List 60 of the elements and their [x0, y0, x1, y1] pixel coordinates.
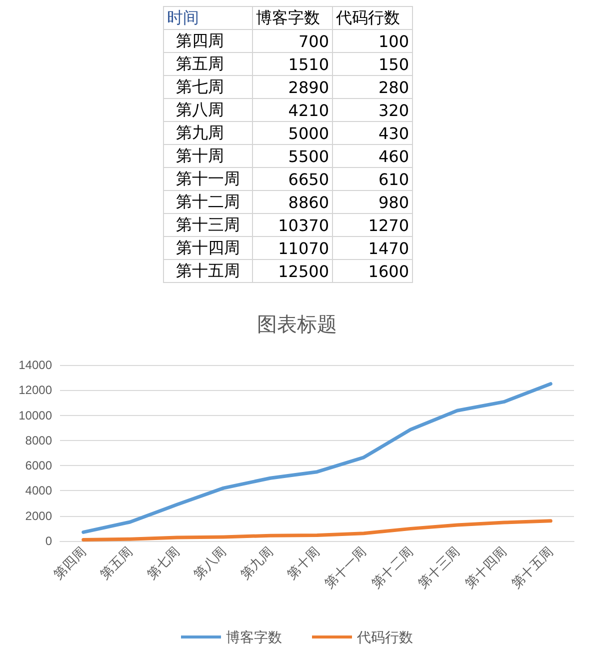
data-label: 5000	[252, 122, 332, 144]
data-label: 12500	[252, 260, 332, 282]
data-label: 10370	[252, 214, 332, 236]
data-label: 1600	[332, 260, 412, 282]
data-label: 610	[332, 168, 412, 190]
data-label: 430	[332, 122, 412, 144]
category-label: 第十五周	[164, 260, 252, 282]
data-label: 1470	[332, 236, 412, 260]
y-tick-label: 0	[45, 534, 52, 548]
category-label: 第十周	[164, 144, 252, 168]
category-label: 第十二周	[164, 190, 252, 214]
category-label: 第十四周	[164, 236, 252, 260]
x-tick-label: 第十四周	[462, 544, 510, 592]
y-tick-label: 10000	[18, 408, 52, 422]
y-tick-label: 2000	[25, 508, 52, 523]
text: 博客字数	[252, 6, 332, 30]
data-label: 100	[332, 30, 412, 52]
data-label: 980	[332, 190, 412, 214]
x-tick-label: 第十三周	[415, 544, 462, 592]
chart-title: 图表标题	[257, 314, 337, 336]
x-tick-label: 第七周	[144, 544, 182, 582]
category-label: 第四周	[164, 30, 252, 52]
y-tick-label: 6000	[25, 458, 52, 473]
x-tick-label: 第九周	[237, 544, 276, 582]
data-label: 11070	[252, 236, 332, 260]
data-label: 150	[332, 52, 412, 76]
x-tick-label: 第十一周	[322, 544, 370, 592]
category-label: 第五周	[164, 52, 252, 76]
x-tick-label: 第四周	[50, 544, 89, 582]
y-tick-label: 14000	[18, 358, 52, 372]
legend-label: 代码行数	[356, 629, 413, 645]
data-label: 1270	[332, 214, 412, 236]
data-label: 280	[332, 76, 412, 98]
x-tick-label: 第十周	[284, 544, 322, 582]
y-tick-label: 4000	[25, 484, 52, 498]
y-tick-label: 8000	[25, 433, 52, 448]
category-label: 第九周	[164, 122, 252, 144]
x-tick-label: 第十五周	[508, 544, 556, 592]
category-label: 第八周	[164, 98, 252, 122]
y-tick-label: 12000	[18, 383, 52, 398]
data-label: 320	[332, 98, 412, 122]
data-label: 2890	[252, 76, 332, 98]
x-tick-label: 第十二周	[368, 544, 416, 592]
text: 时间	[164, 6, 252, 30]
data-label: 700	[252, 30, 332, 52]
legend-label: 博客字数	[226, 629, 282, 645]
legend-label: 代码行数	[332, 6, 412, 30]
category-label: 第七周	[164, 76, 252, 98]
data-label: 6650	[252, 168, 332, 190]
data-label: 5500	[252, 144, 332, 168]
x-tick-label: 第八周	[190, 544, 229, 582]
data-label: 4210	[252, 98, 332, 122]
x-tick-label: 第五周	[97, 544, 136, 582]
line-series	[82, 519, 552, 542]
category-label: 第十一周	[164, 168, 252, 190]
category-label: 第十三周	[164, 214, 252, 236]
data-label: 1510	[252, 52, 332, 76]
data-label: 8860	[252, 190, 332, 214]
line-series	[82, 382, 552, 534]
data-label: 460	[332, 144, 412, 168]
